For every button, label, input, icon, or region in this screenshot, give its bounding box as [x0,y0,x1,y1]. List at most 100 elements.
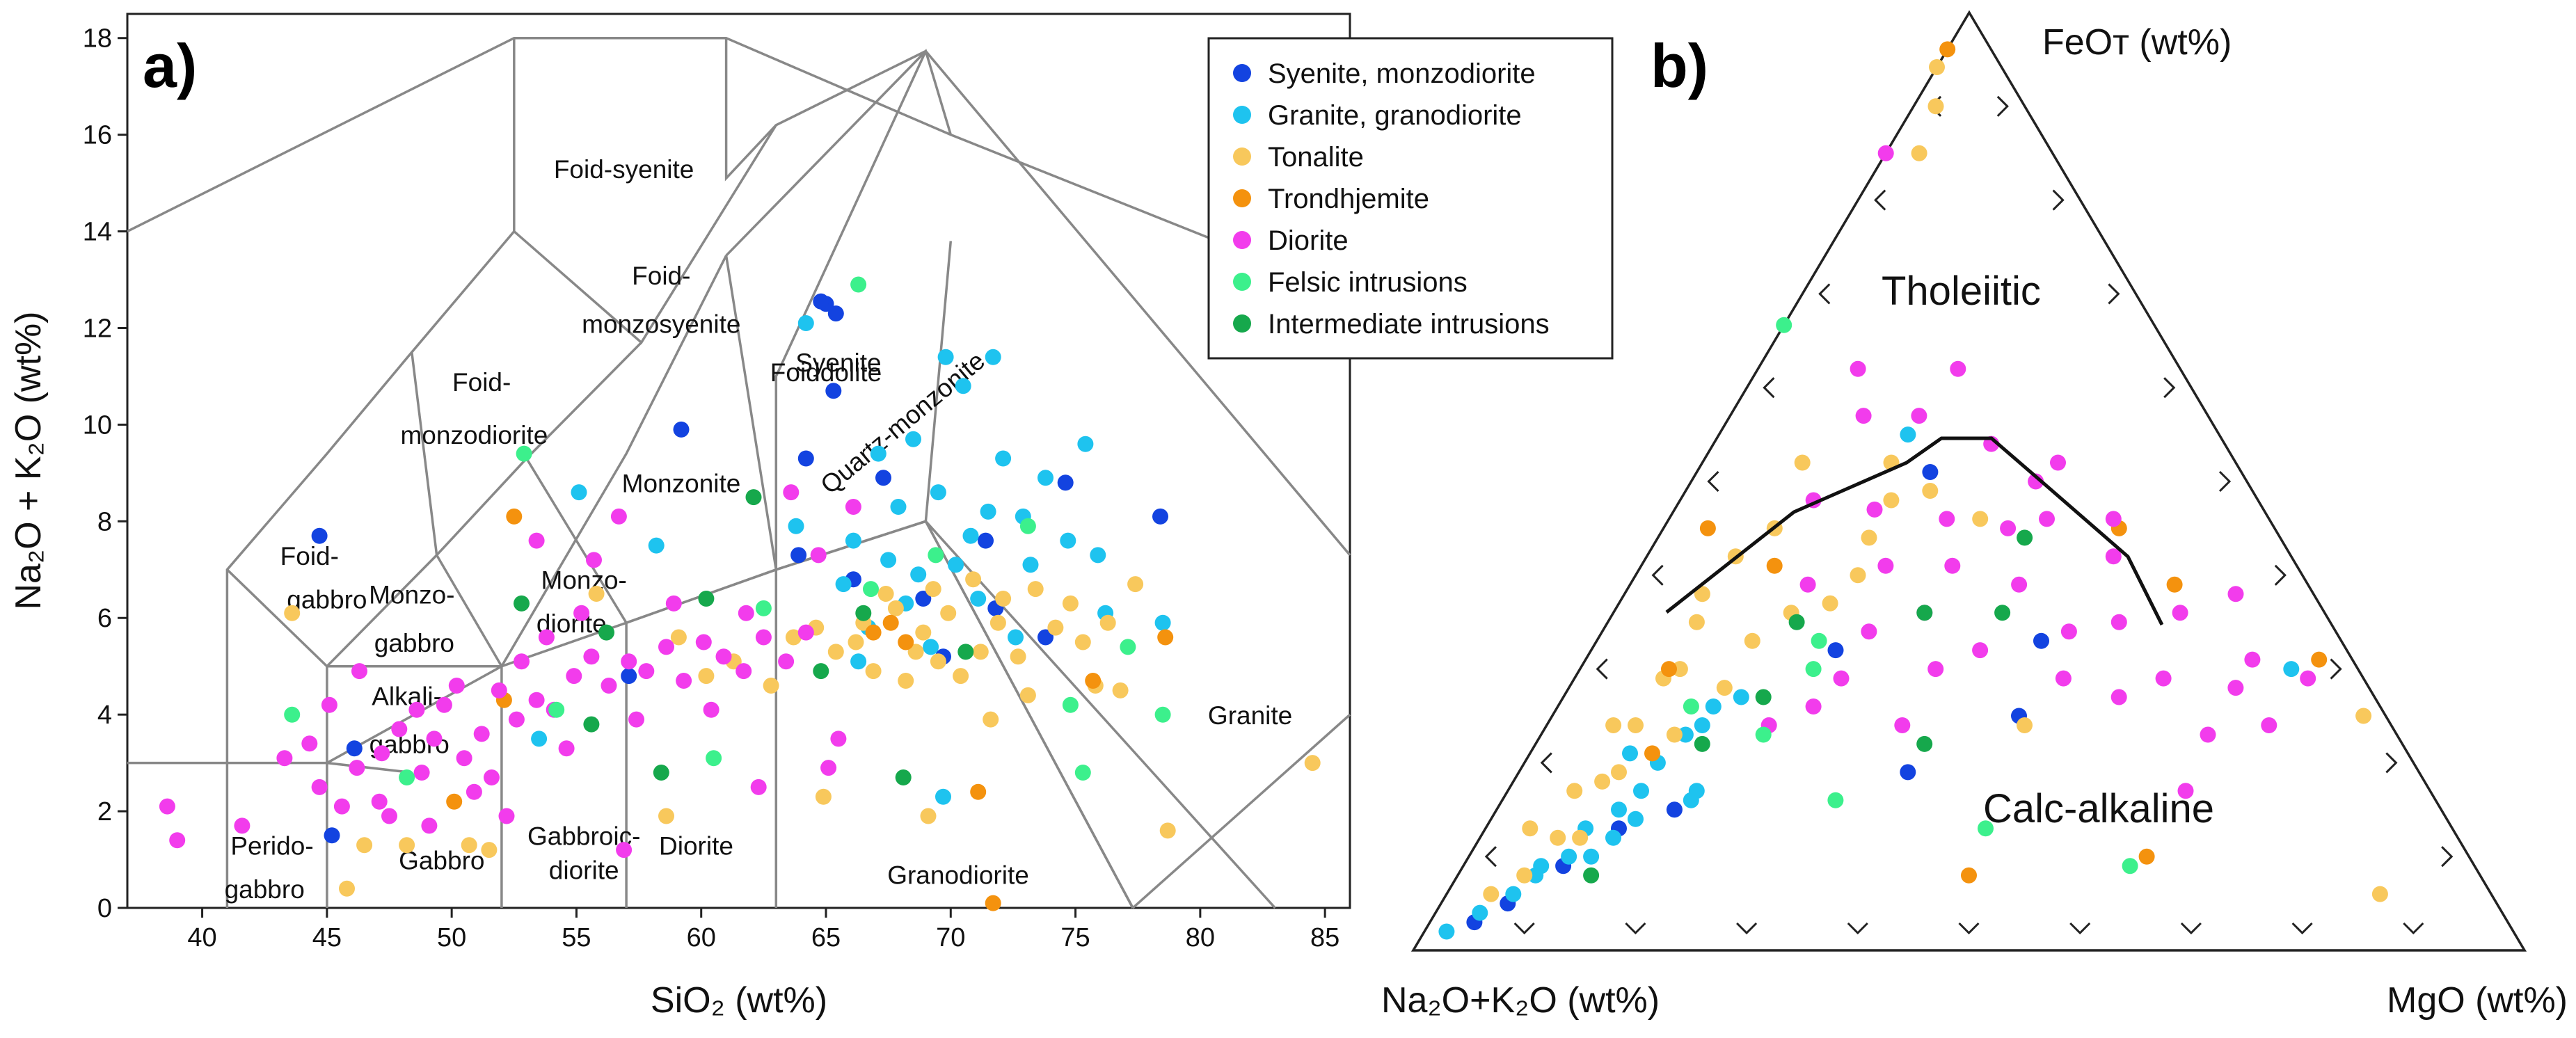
ternary-point [1694,717,1710,733]
tas-point [715,648,732,665]
ternary-point [1894,717,1911,733]
ternary-point [1850,567,1866,584]
ternary-tick [1996,95,2009,117]
legend-label: Tonalite [1268,142,1364,173]
tas-point [169,832,186,849]
tas-point [638,663,655,680]
tas-point [850,276,867,293]
tas-point [738,605,754,621]
tas-point [845,499,861,515]
tas-point [1037,470,1054,486]
ternary-point [1516,867,1533,884]
tas-point [598,624,614,641]
ternary-point [1855,408,1872,424]
tas-point [813,293,829,310]
ternary-point [2177,783,2194,799]
tas-point [848,634,864,650]
ternary-point [1927,98,1944,115]
tas-point [845,532,861,549]
ternary-point [1766,557,1783,574]
tas-point [528,532,545,549]
ternary-point [2155,670,2172,687]
tas-point [333,798,350,815]
ternary-point [1900,764,1916,781]
ternary-point [1666,726,1683,743]
tas-point [573,605,590,621]
ternary-tick [1651,564,1664,586]
tas-point [1127,576,1144,593]
tas-point [923,639,939,655]
ternary-point [1755,726,1772,743]
ternary-point [1822,595,1838,612]
tas-boundary-line [500,255,728,908]
tas-point [514,653,530,670]
ternary-point [2050,454,2066,471]
ternary-point [1833,670,1850,687]
ternary-point [1550,829,1566,846]
tas-point [311,778,328,795]
ternary-point [1755,689,1772,705]
ternary-point [1866,501,1883,518]
tas-point [301,735,318,752]
ternary-point [1972,511,1989,527]
tas-field-label: Alkali- [372,682,442,710]
tas-boundary-line [326,761,412,774]
y-tick-label: 10 [83,410,112,440]
tas-point [957,644,974,660]
tas-point [508,711,525,728]
tas-point [1047,619,1064,636]
tas-point [351,663,367,680]
tas-point [930,653,946,670]
tas-point [621,668,637,685]
ternary-point [1916,605,1933,621]
tas-point [962,527,979,544]
tas-point [882,614,899,631]
tas-point [658,808,674,824]
tas-point [346,740,363,757]
tas-boundary-line [724,38,777,182]
ternary-point [1827,642,1844,659]
ternary-point [2033,632,2049,649]
tas-point [1090,547,1106,564]
tas-point [1027,581,1044,598]
ternary-point [1799,576,1816,593]
ternary-point [1628,811,1644,827]
tas-point [1062,696,1079,713]
tas-point [1159,822,1176,839]
tas-point [1085,673,1102,689]
ternary-tick [1763,377,1775,399]
tas-field-label: Monzonite [622,470,741,498]
tas-boundary-line [525,458,628,624]
ternary-point [1877,557,1894,574]
ternary-point [1733,689,1749,705]
ternary-tick [1625,922,1646,935]
tas-point [985,349,1001,365]
x-tick-label: 40 [187,923,216,952]
tas-point [371,793,388,810]
afm-panel: b) FeOᴛ (wt%) Na₂O+K₂O (wt%) MgO (wt%) T… [1381,10,2568,1021]
tas-point [1154,706,1171,723]
tas-point [1022,557,1039,573]
tas-point [426,730,443,747]
ternary-point [2122,858,2138,875]
tas-point [887,600,904,616]
apex-top-label: FeOᴛ (wt%) [2042,22,2232,63]
tas-point [827,305,844,322]
legend-label: Syenite, monzodiorite [1268,58,1536,89]
ternary-point [1583,848,1600,865]
tas-point [234,817,251,834]
tas-point [516,445,532,462]
ternary-point [2261,717,2277,733]
tas-point [159,798,175,815]
legend-label: Intermediate intrusions [1268,309,1550,340]
legend-label: Felsic intrusions [1268,267,1468,298]
tas-point [1010,648,1026,665]
ternary-point [1611,764,1627,781]
tas-point [436,696,452,713]
ternary-point [1694,586,1710,602]
ternary-point [2283,661,2300,678]
tas-x-axis-title: SiO₂ (wt%) [651,980,827,1021]
tas-point [461,837,477,854]
panel-b-label: b) [1651,31,1708,100]
